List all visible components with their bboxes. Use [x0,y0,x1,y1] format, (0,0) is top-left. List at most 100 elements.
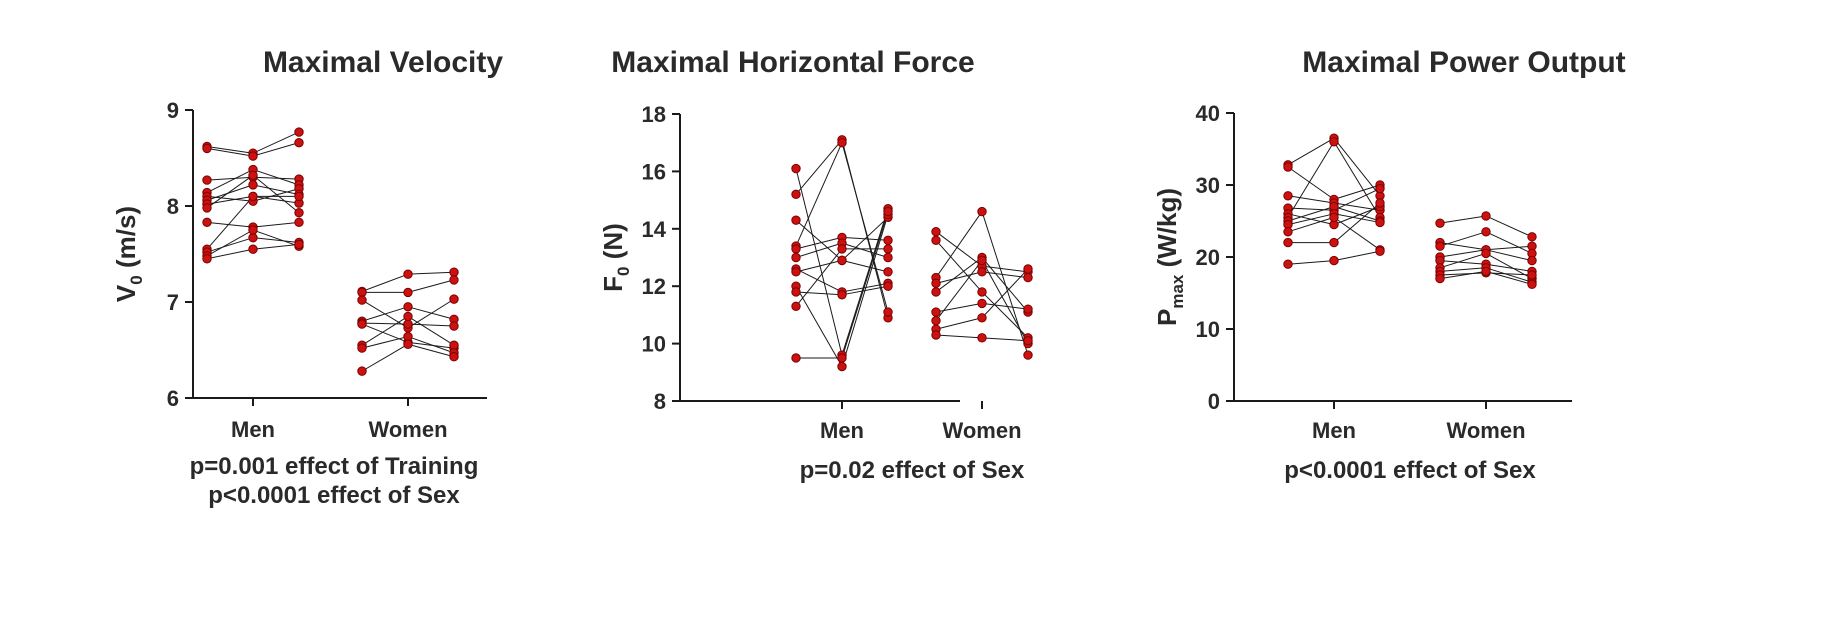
subject-line [1287,195,1335,204]
subject-line [1485,215,1533,238]
subject-line [795,142,843,247]
subject-line [206,248,254,260]
subject-line [935,257,983,293]
y-tick-label: 30 [1196,173,1220,198]
subject-line [206,221,254,228]
subject-line [795,259,843,273]
y-tick-label: 12 [642,274,666,299]
subject-line [1287,213,1335,226]
data-point [977,287,987,297]
data-point [1283,162,1293,172]
data-point [791,267,801,277]
subject-line [206,174,254,209]
data-point [837,353,847,363]
subject-line [252,142,300,157]
data-point [791,244,801,254]
data-point [977,313,987,323]
y-tick-label: 14 [642,217,667,242]
subject-line [1439,270,1487,280]
subject-line [1333,184,1381,200]
panel-maximal-power-output: Maximal Power Output 0 10 20 30 40 Pmax (W/kg)… [1152,0,1832,632]
subject-line [1333,206,1381,222]
y-axis-label: F0 (N) [598,223,633,292]
subject-line [1485,267,1533,283]
subject-line [252,169,300,186]
data-point [791,163,801,174]
stats-note: p<0.0001 effect of Sex [208,482,460,509]
data-point [1329,255,1339,266]
subject-line [935,317,983,330]
data-point [1283,227,1293,237]
subject-line [252,243,300,250]
data-point [449,267,459,277]
y-tick-label: 20 [1196,245,1220,270]
stats-note: p<0.0001 effect of Sex [1284,457,1536,484]
subject-line [361,273,409,292]
data-point [1375,198,1385,208]
data-point [248,232,258,243]
y-tick-label: 16 [642,159,666,184]
data-point [294,137,304,148]
data-point [1329,237,1339,248]
subject-line [206,184,254,201]
chart-title: Maximal Velocity [263,46,503,79]
y-tick-label: 10 [1196,317,1220,342]
subject-line [252,176,300,180]
subject-line [407,306,455,320]
data-point [357,343,367,353]
x-tick-label: Men [820,418,864,443]
data-point [977,206,987,217]
data-point [837,290,847,300]
subject-line [795,219,843,261]
subject-line [361,323,409,343]
panel-maximal-horizontal-force: Maximal Horizontal Force 8 10 12 14 16 18 F0 (N… [598,0,1220,632]
data-point [1527,279,1537,290]
data-point [1283,237,1293,248]
y-tick-label: 8 [654,389,666,414]
data-point [791,252,801,263]
subject-line [206,237,254,253]
subject-line [841,282,889,293]
subject-line [1333,137,1381,197]
subject-line [1287,141,1335,218]
data-point [248,191,258,202]
subject-line [1439,260,1487,265]
data-point [1023,350,1033,360]
x-tick-label: Men [1312,418,1356,443]
subject-line [795,285,843,367]
data-point [791,287,801,297]
subject-line [206,169,254,194]
subject-line [1333,213,1381,223]
data-point [883,244,893,254]
data-point [1375,183,1385,194]
subject-line [795,242,843,258]
subject-line [252,195,300,204]
data-point [403,269,413,279]
data-point [1375,217,1385,228]
data-point [977,255,987,266]
data-point [1023,264,1033,274]
data-point [449,352,459,362]
subject-line [935,211,983,278]
subject-line [361,306,409,322]
subject-line [407,336,455,354]
subject-line [795,291,843,296]
data-point [837,244,847,254]
subject-line [935,271,983,284]
subject-line [1287,207,1335,211]
subject-line [1287,166,1335,200]
subject-line [795,248,843,307]
subject-line [1287,260,1335,265]
subject-line [1287,206,1335,222]
data-point [449,340,459,350]
subject-line [361,343,409,372]
data-point [837,255,847,266]
subject-line [1333,216,1381,251]
y-axis-label: Pmax (W/kg) [1152,188,1187,326]
subject-line [1287,137,1335,166]
data-point [1329,137,1339,147]
x-tick-label: Men [231,417,275,442]
data-point [791,189,801,200]
data-point [449,275,459,285]
data-point [1527,255,1537,266]
